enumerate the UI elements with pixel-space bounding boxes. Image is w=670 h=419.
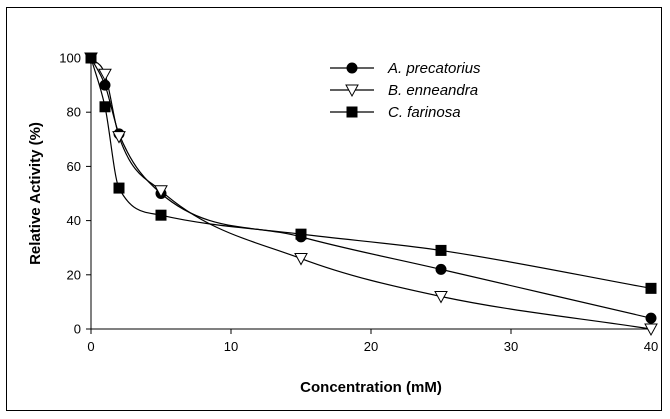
axes: 0 20 40 60 80 100 0 10 20 30 40 bbox=[59, 51, 658, 355]
legend: A. precatorius B. enneandra C. farinosa bbox=[330, 60, 481, 121]
data-point-c-farinosa bbox=[99, 101, 111, 113]
y-tick-label: 0 bbox=[74, 322, 81, 337]
y-tick-label: 20 bbox=[67, 267, 81, 282]
chart-frame bbox=[6, 7, 662, 411]
series-line-b-enneandra bbox=[90, 57, 652, 330]
legend-item-a-precatorius: A. precatorius bbox=[330, 60, 481, 77]
series-b-enneandra bbox=[84, 52, 658, 337]
series-layer bbox=[84, 52, 658, 337]
data-point-c-farinosa bbox=[435, 244, 447, 256]
data-point-c-farinosa bbox=[85, 52, 97, 64]
data-point-c-farinosa bbox=[113, 182, 125, 194]
legend-marker bbox=[346, 62, 358, 74]
x-tick-label: 30 bbox=[504, 339, 518, 354]
data-point-c-farinosa bbox=[645, 282, 657, 294]
legend-marker bbox=[345, 84, 359, 98]
legend-marker bbox=[346, 106, 358, 118]
data-point-b-enneandra bbox=[434, 290, 448, 304]
legend-label: C. farinosa bbox=[388, 104, 461, 121]
data-point-c-farinosa bbox=[155, 209, 167, 221]
data-point-b-enneandra bbox=[112, 131, 126, 144]
data-point-b-enneandra bbox=[294, 253, 308, 266]
x-axis-title: Concentration (mM) bbox=[300, 379, 442, 396]
legend-label: A. precatorius bbox=[387, 60, 481, 77]
legend-item-b-enneandra: B. enneandra bbox=[330, 82, 478, 99]
y-tick-label: 40 bbox=[67, 213, 81, 228]
x-tick-label: 10 bbox=[224, 339, 238, 354]
series-line-c-farinosa bbox=[90, 57, 652, 289]
x-tick-label: 20 bbox=[364, 339, 378, 354]
y-tick-label: 100 bbox=[59, 51, 81, 66]
x-tick-label: 0 bbox=[87, 339, 94, 354]
data-point-b-enneandra bbox=[154, 185, 168, 198]
series-a-precatorius bbox=[85, 52, 657, 324]
data-point-b-enneandra bbox=[98, 68, 112, 82]
legend-label: B. enneandra bbox=[388, 82, 478, 99]
data-point-b-enneandra bbox=[644, 323, 658, 337]
y-axis-title: Relative Activity (%) bbox=[27, 122, 44, 265]
data-point-c-farinosa bbox=[295, 228, 307, 240]
y-tick-label: 80 bbox=[67, 105, 81, 120]
data-point-a-precatorius bbox=[645, 312, 657, 324]
y-tick-label: 60 bbox=[67, 159, 81, 174]
data-point-a-precatorius bbox=[435, 263, 447, 275]
series-line-a-precatorius bbox=[90, 57, 652, 319]
legend-item-c-farinosa: C. farinosa bbox=[330, 104, 461, 121]
x-tick-label: 40 bbox=[644, 339, 658, 354]
series-c-farinosa bbox=[85, 52, 657, 294]
